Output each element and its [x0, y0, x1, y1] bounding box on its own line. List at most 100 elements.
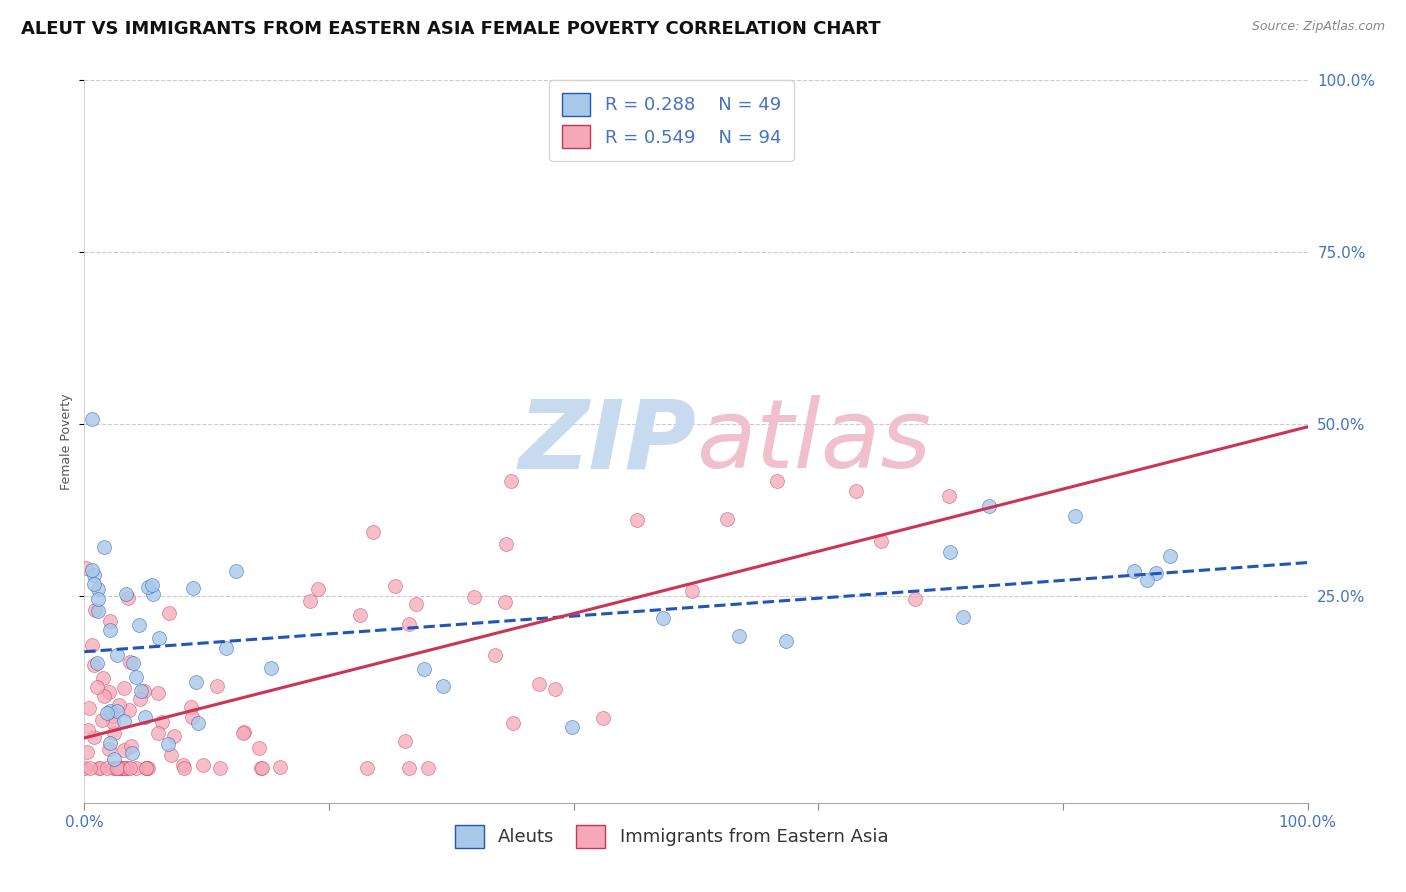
- Point: [98, 736, 121, 750]
- Point: [97, 741, 120, 756]
- Point: [87, 604, 110, 618]
- Point: [716, 512, 738, 526]
- Point: [132, 684, 155, 698]
- Point: [146, 686, 169, 700]
- Point: [107, 761, 129, 775]
- Point: [83, 730, 105, 744]
- Point: [463, 590, 485, 604]
- Point: [845, 484, 868, 499]
- Point: [136, 761, 159, 775]
- Point: [117, 761, 139, 775]
- Point: [76, 723, 98, 738]
- Point: [494, 595, 516, 609]
- Point: [112, 742, 135, 756]
- Point: [98, 614, 121, 628]
- Point: [394, 734, 416, 748]
- Point: [681, 584, 703, 599]
- Point: [80, 412, 103, 426]
- Point: [651, 610, 673, 624]
- Point: [117, 591, 139, 605]
- Point: [249, 761, 271, 775]
- Point: [128, 691, 150, 706]
- Text: ZIP: ZIP: [517, 395, 696, 488]
- Point: [156, 737, 179, 751]
- Point: [135, 761, 157, 775]
- Point: [103, 726, 125, 740]
- Point: [157, 606, 180, 620]
- Point: [405, 597, 427, 611]
- Point: [103, 708, 125, 723]
- Point: [232, 726, 254, 740]
- Point: [96, 706, 118, 721]
- Point: [225, 564, 247, 578]
- Point: [307, 582, 329, 597]
- Point: [124, 761, 146, 775]
- Point: [103, 761, 125, 775]
- Point: [766, 474, 789, 488]
- Point: [111, 761, 134, 775]
- Point: [110, 761, 132, 775]
- Point: [384, 579, 406, 593]
- Point: [938, 489, 960, 503]
- Point: [115, 587, 138, 601]
- Point: [361, 524, 384, 539]
- Point: [413, 662, 436, 676]
- Point: [104, 761, 127, 775]
- Point: [180, 700, 202, 714]
- Point: [904, 591, 927, 606]
- Point: [181, 710, 204, 724]
- Point: [118, 761, 141, 775]
- Point: [73, 761, 96, 775]
- Point: [91, 713, 114, 727]
- Point: [869, 534, 891, 549]
- Point: [1159, 549, 1181, 563]
- Point: [105, 705, 128, 719]
- Point: [136, 580, 159, 594]
- Point: [160, 747, 183, 762]
- Point: [775, 634, 797, 648]
- Point: [484, 648, 506, 663]
- Point: [232, 725, 254, 739]
- Point: [207, 679, 229, 693]
- Point: [728, 629, 751, 643]
- Point: [1122, 564, 1144, 578]
- Point: [134, 710, 156, 724]
- Point: [527, 677, 550, 691]
- Point: [83, 568, 105, 582]
- Point: [93, 690, 115, 704]
- Point: [432, 679, 454, 693]
- Point: [356, 761, 378, 775]
- Point: [977, 499, 1000, 513]
- Point: [121, 746, 143, 760]
- Point: [298, 594, 321, 608]
- Point: [87, 582, 110, 596]
- Point: [105, 648, 128, 662]
- Point: [173, 761, 195, 775]
- Text: Source: ZipAtlas.com: Source: ZipAtlas.com: [1251, 20, 1385, 33]
- Point: [162, 729, 184, 743]
- Point: [118, 703, 141, 717]
- Point: [98, 623, 121, 637]
- Point: [91, 671, 114, 685]
- Point: [142, 587, 165, 601]
- Point: [111, 761, 134, 775]
- Point: [1144, 566, 1167, 581]
- Point: [260, 661, 283, 675]
- Point: [191, 758, 214, 772]
- Point: [86, 680, 108, 694]
- Point: [1136, 573, 1159, 587]
- Point: [1064, 508, 1087, 523]
- Point: [76, 745, 98, 759]
- Point: [135, 761, 157, 775]
- Point: [269, 760, 291, 774]
- Point: [112, 714, 135, 728]
- Point: [398, 617, 420, 632]
- Point: [626, 513, 648, 527]
- Point: [208, 761, 231, 775]
- Point: [97, 685, 120, 699]
- Point: [105, 761, 128, 775]
- Point: [86, 656, 108, 670]
- Point: [115, 761, 138, 775]
- Point: [89, 761, 111, 775]
- Point: [349, 607, 371, 622]
